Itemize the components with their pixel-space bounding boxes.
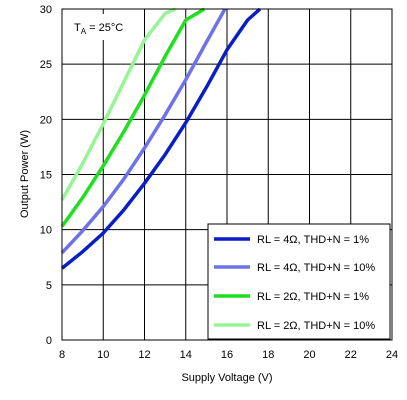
tick-labels: 8 10 12 14 16 18 20 22 24 0 5 10 15 20 25 30 — [40, 4, 398, 361]
y-tick-label: 30 — [40, 4, 52, 16]
legend-label-1: RL = 4Ω, THD+N = 1% — [257, 234, 369, 246]
x-tick-label: 12 — [138, 349, 150, 361]
x-tick-label: 14 — [180, 349, 192, 361]
x-tick-label: 22 — [345, 349, 357, 361]
legend-label-3: RL = 2Ω, THD+N = 1% — [257, 291, 369, 303]
y-tick-label: 15 — [40, 170, 52, 182]
y-tick-label: 20 — [40, 114, 52, 126]
x-tick-label: 20 — [303, 349, 315, 361]
y-axis-title: Output Power (W) — [19, 130, 31, 218]
x-tick-label: 16 — [221, 349, 233, 361]
x-tick-label: 10 — [97, 349, 109, 361]
y-tick-label: 10 — [40, 225, 52, 237]
series-line-3 — [60, 7, 206, 228]
series-line-2 — [60, 8, 227, 254]
legend-label-4: RL = 2Ω, THD+N = 10% — [257, 320, 375, 332]
x-tick-label: 8 — [59, 349, 65, 361]
x-tick-label: 18 — [262, 349, 274, 361]
temperature-annotation: TA = 25°C — [66, 14, 130, 40]
plot-frame — [61, 8, 393, 341]
x-tick-label: 24 — [386, 349, 398, 361]
series-lines — [60, 7, 262, 270]
legend-label-2: RL = 4Ω, THD+N = 10% — [257, 262, 375, 274]
legend-box — [207, 223, 391, 340]
legend: RL = 4Ω, THD+N = 1% RL = 4Ω, THD+N = 10% R… — [207, 223, 391, 340]
annotation-box — [66, 14, 130, 40]
series-line-1 — [60, 7, 262, 270]
x-axis-title: Supply Voltage (V) — [181, 372, 272, 384]
series-line-4 — [60, 7, 177, 201]
y-tick-label: 25 — [40, 59, 52, 71]
annotation-label: TA = 25°C — [74, 22, 123, 36]
y-tick-label: 5 — [46, 280, 52, 292]
y-tick-label: 0 — [46, 335, 52, 347]
